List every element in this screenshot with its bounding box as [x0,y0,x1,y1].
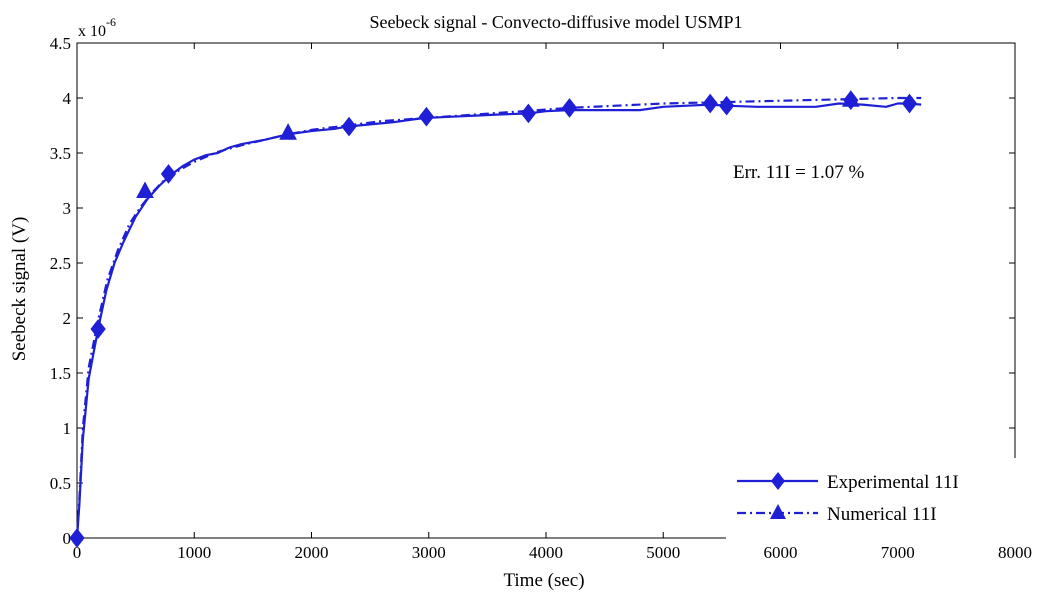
x-tick-label: 0 [73,543,82,562]
x-axis-title: Time (sec) [503,570,584,591]
y-tick-label: 3 [63,199,72,218]
legend: Experimental 11I Numerical 11I [726,458,1032,540]
x-tick-label: 8000 [998,543,1032,562]
data-point-diamond [341,116,357,137]
plot-area: 0 1000 2000 3000 4000 5000 6000 7000 8000 0 0.5 1 1.… [50,34,1032,562]
series-line-experimental [75,102,922,539]
y-axis-title: Seebeck signal (V) [9,217,30,362]
x-tick-label: 1000 [177,543,211,562]
y-tick-label: 4.5 [50,34,71,53]
chart-title: Seebeck signal - Convecto-diffusive mode… [369,12,742,32]
y-tick-label: 2.5 [50,254,71,273]
data-point-triangle [136,181,154,198]
legend-marker-triangle [770,504,786,519]
legend-marker-diamond [771,472,785,490]
data-point-diamond [561,98,578,118]
y-tick-label: 3.5 [50,144,71,163]
data-point-diamond [520,103,537,124]
data-point-diamond [69,528,85,548]
x-tick-label: 2000 [295,543,329,562]
x-tick-label: 7000 [881,543,915,562]
data-point-diamond [418,106,435,127]
y-tick-label: 4 [63,89,72,108]
x-tick-label: 6000 [764,543,798,562]
x-tick-label: 4000 [529,543,563,562]
data-point-triangle [841,90,860,107]
y-tick-label: 0 [63,529,72,548]
series-line-numerical [75,96,922,539]
data-point-diamond [160,164,177,184]
y-tick-label: 1.5 [50,364,71,383]
data-point-triangle [279,123,297,140]
legend-box [726,458,1032,540]
legend-label-experimental: Experimental 11I [827,472,959,493]
data-point-diamond [90,319,106,339]
legend-label-numerical: Numerical 11I [827,504,937,525]
data-point-diamond [702,93,718,114]
y-scale-exponent: -6 [106,15,116,29]
annotation-error: Err. 11I = 1.07 % [733,162,865,183]
x-tick-label: 5000 [646,543,680,562]
y-scale-label: x 10 [78,23,106,40]
data-point-diamond [718,95,735,116]
data-point-diamond [901,93,918,114]
y-tick-label: 2 [63,309,72,328]
y-tick-label: 0.5 [50,474,71,493]
x-tick-label: 3000 [412,543,446,562]
y-tick-label: 1 [63,419,72,438]
